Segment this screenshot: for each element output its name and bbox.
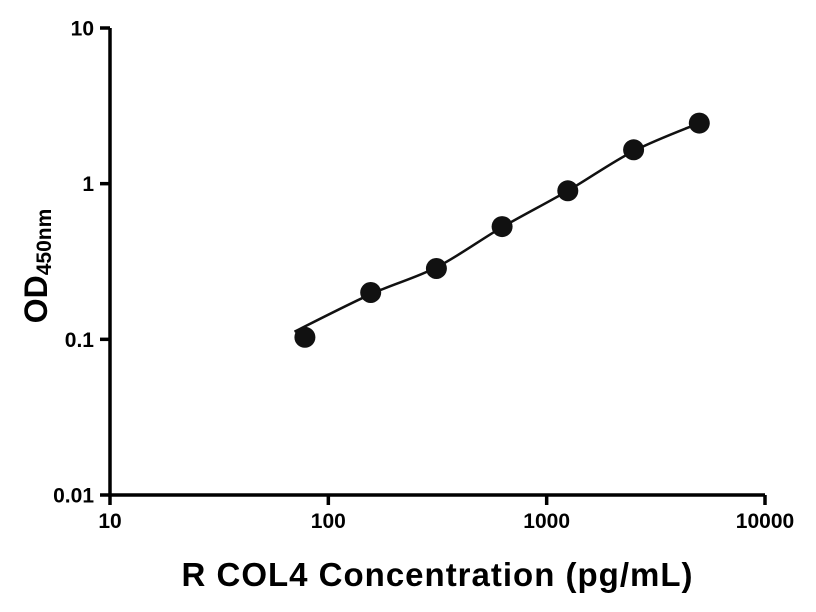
data-point [294, 326, 316, 348]
y-tick-label: 0.1 [65, 329, 95, 352]
x-tick-label: 1000 [523, 510, 570, 533]
x-tick-label: 10000 [736, 510, 794, 533]
data-point [491, 216, 513, 238]
data-point [425, 258, 447, 279]
x-tick-label: 10 [98, 510, 121, 533]
y-tick-label: 10 [71, 18, 94, 41]
y-axis-title-sub: 450nm [33, 208, 56, 276]
x-axis-title: R COL4 Concentration (pg/mL) [181, 556, 694, 593]
y-axis-title: OD450nm [18, 166, 58, 366]
data-point [360, 282, 382, 303]
data-point [688, 112, 710, 134]
data-point [557, 180, 579, 202]
y-axis-title-main: OD [18, 275, 54, 324]
y-tick-label: 1 [82, 173, 94, 196]
data-point [623, 139, 645, 161]
x-tick-label: 100 [311, 510, 346, 533]
y-tick-label: 0.01 [53, 485, 94, 508]
